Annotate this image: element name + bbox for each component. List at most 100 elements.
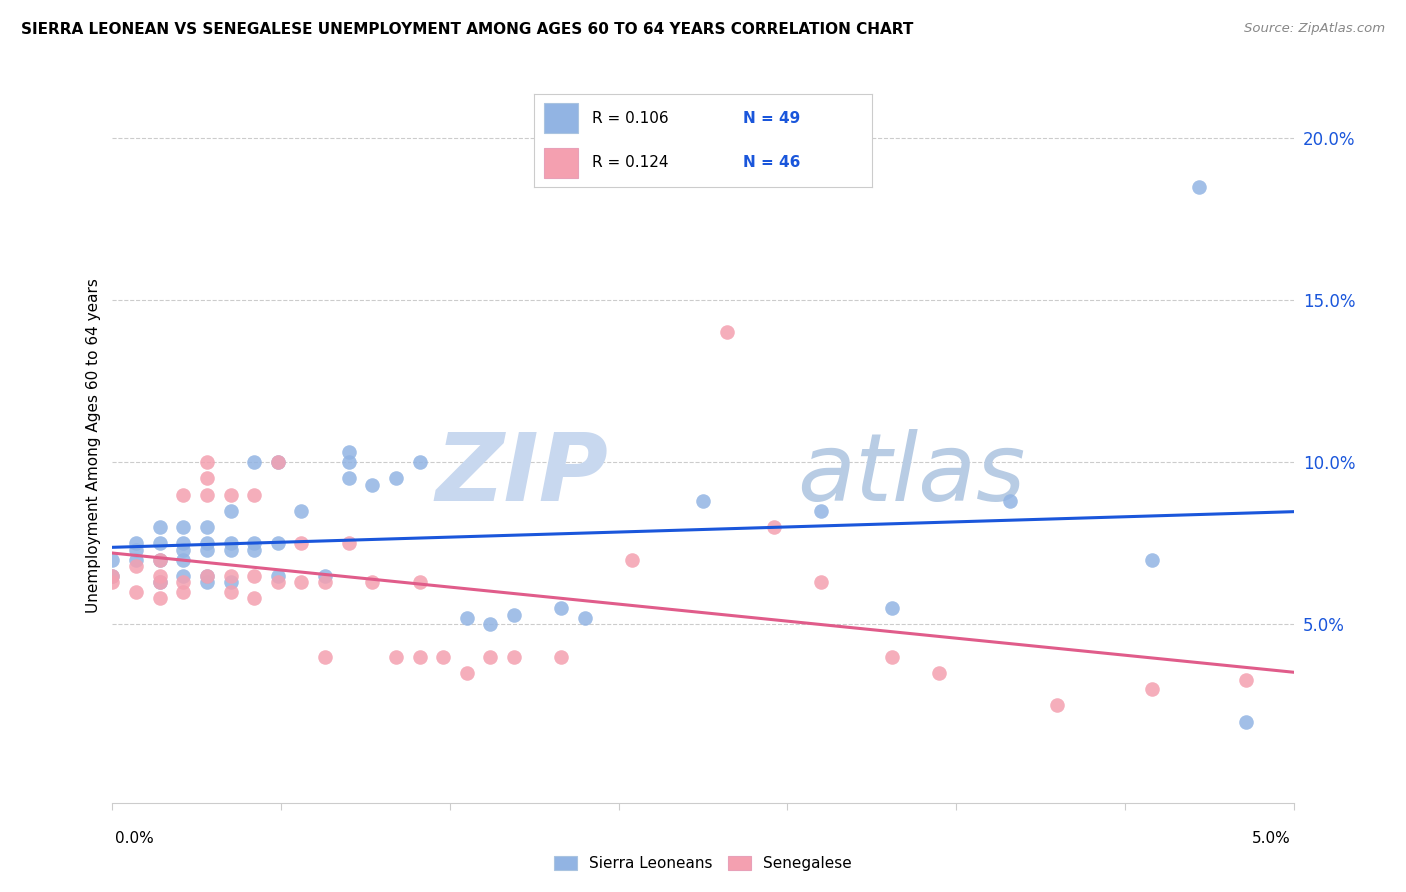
Point	[503, 649, 526, 664]
Point	[219, 585, 242, 599]
Point	[408, 455, 430, 469]
Point	[290, 504, 312, 518]
Point	[172, 585, 194, 599]
Point	[195, 455, 218, 469]
Point	[219, 575, 242, 590]
Point	[267, 575, 290, 590]
Point	[219, 488, 242, 502]
Point	[195, 542, 218, 557]
Point	[219, 536, 242, 550]
Point	[149, 536, 172, 550]
Point	[337, 471, 360, 485]
Point	[149, 575, 172, 590]
Point	[810, 504, 832, 518]
Point	[149, 552, 172, 566]
Point	[267, 455, 290, 469]
Text: N = 46: N = 46	[744, 155, 801, 170]
Point	[1234, 673, 1257, 687]
Point	[1234, 714, 1257, 729]
FancyBboxPatch shape	[544, 148, 578, 178]
Point	[172, 575, 194, 590]
Point	[125, 536, 148, 550]
Point	[195, 536, 218, 550]
Point	[432, 649, 454, 664]
Point	[456, 666, 478, 681]
Point	[243, 536, 266, 550]
Text: 5.0%: 5.0%	[1251, 831, 1291, 846]
Point	[125, 552, 148, 566]
Point	[361, 575, 384, 590]
Point	[290, 575, 312, 590]
Point	[998, 494, 1021, 508]
Text: R = 0.124: R = 0.124	[592, 155, 668, 170]
Point	[361, 478, 384, 492]
Point	[243, 455, 266, 469]
Point	[195, 520, 218, 534]
Point	[928, 666, 950, 681]
Point	[314, 568, 336, 582]
Point	[101, 575, 124, 590]
Point	[219, 568, 242, 582]
Point	[219, 542, 242, 557]
Point	[149, 520, 172, 534]
Point	[314, 649, 336, 664]
Text: ZIP: ZIP	[436, 428, 609, 521]
Point	[219, 504, 242, 518]
Point	[503, 607, 526, 622]
Point	[716, 326, 738, 340]
Text: 0.0%: 0.0%	[115, 831, 155, 846]
Point	[195, 575, 218, 590]
Point	[195, 568, 218, 582]
Point	[479, 617, 502, 632]
Point	[125, 585, 148, 599]
Point	[243, 488, 266, 502]
Point	[408, 575, 430, 590]
Point	[290, 536, 312, 550]
FancyBboxPatch shape	[544, 103, 578, 133]
Point	[267, 568, 290, 582]
Point	[125, 542, 148, 557]
Point	[385, 649, 408, 664]
Point	[880, 601, 903, 615]
Point	[195, 488, 218, 502]
Point	[880, 649, 903, 664]
Point	[692, 494, 714, 508]
Point	[101, 568, 124, 582]
Point	[314, 575, 336, 590]
Text: N = 49: N = 49	[744, 111, 801, 126]
Point	[172, 536, 194, 550]
Point	[243, 542, 266, 557]
Legend: Sierra Leoneans, Senegalese: Sierra Leoneans, Senegalese	[548, 850, 858, 877]
Point	[574, 611, 596, 625]
Point	[149, 591, 172, 606]
Point	[172, 568, 194, 582]
Point	[149, 552, 172, 566]
Point	[337, 536, 360, 550]
Point	[1140, 682, 1163, 697]
Point	[267, 536, 290, 550]
Point	[149, 568, 172, 582]
Point	[337, 455, 360, 469]
Point	[172, 488, 194, 502]
Point	[125, 559, 148, 574]
Point	[195, 568, 218, 582]
Point	[621, 552, 644, 566]
Point	[550, 601, 572, 615]
Point	[479, 649, 502, 664]
Text: SIERRA LEONEAN VS SENEGALESE UNEMPLOYMENT AMONG AGES 60 TO 64 YEARS CORRELATION : SIERRA LEONEAN VS SENEGALESE UNEMPLOYMEN…	[21, 22, 914, 37]
Point	[337, 445, 360, 459]
Point	[1140, 552, 1163, 566]
Point	[550, 649, 572, 664]
Text: R = 0.106: R = 0.106	[592, 111, 668, 126]
Point	[149, 575, 172, 590]
Point	[408, 649, 430, 664]
Point	[172, 552, 194, 566]
Point	[243, 568, 266, 582]
Point	[1188, 179, 1211, 194]
Point	[385, 471, 408, 485]
Point	[195, 471, 218, 485]
Text: Source: ZipAtlas.com: Source: ZipAtlas.com	[1244, 22, 1385, 36]
Point	[762, 520, 785, 534]
Point	[456, 611, 478, 625]
Y-axis label: Unemployment Among Ages 60 to 64 years: Unemployment Among Ages 60 to 64 years	[86, 278, 101, 614]
